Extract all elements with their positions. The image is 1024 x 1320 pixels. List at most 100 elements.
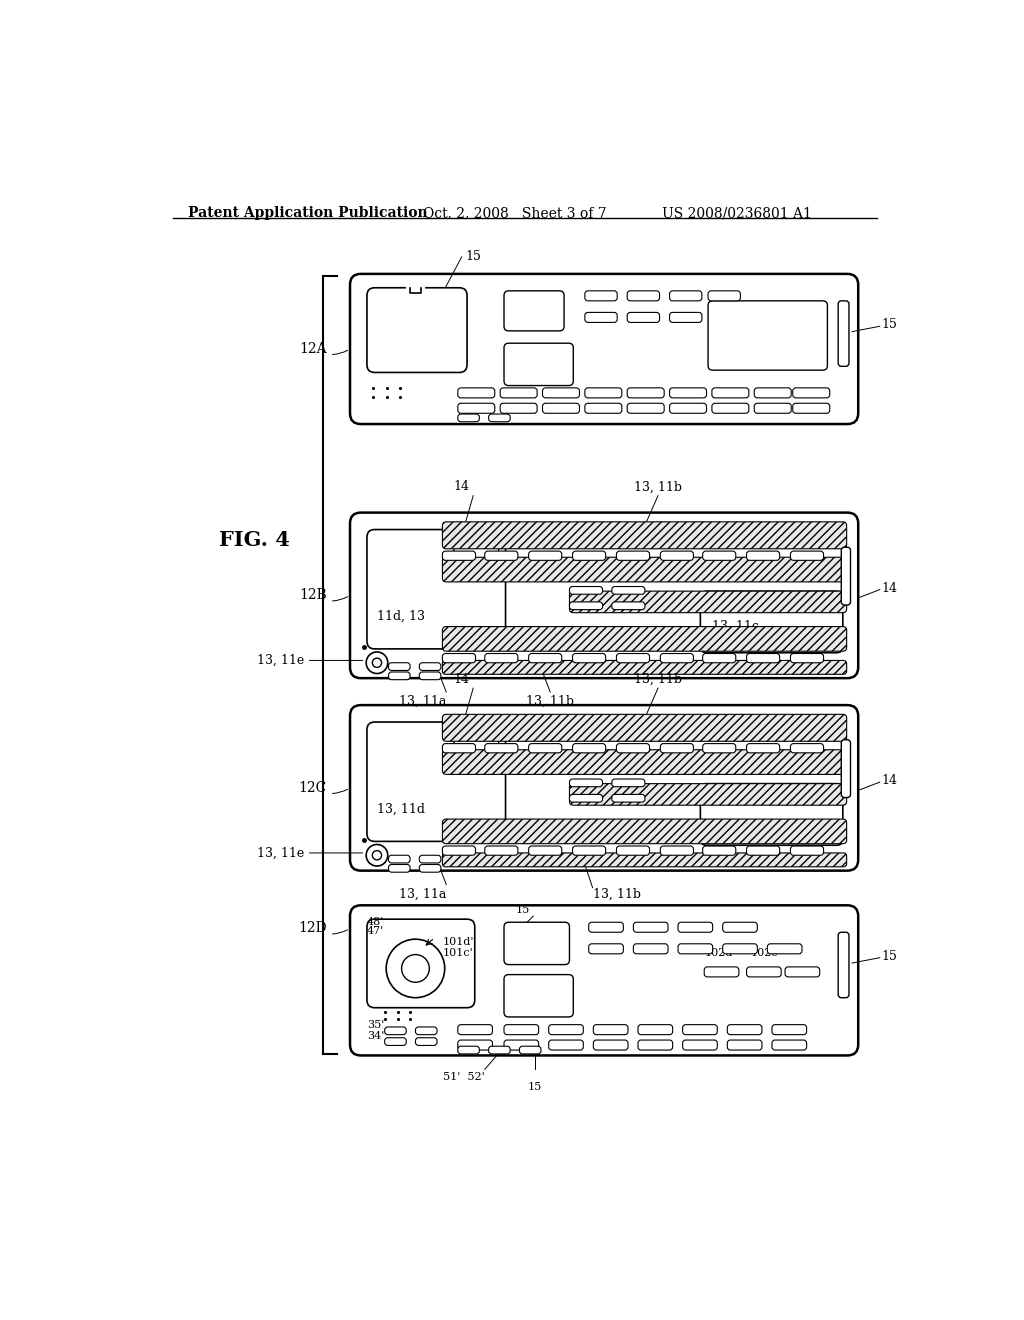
FancyBboxPatch shape bbox=[419, 855, 441, 863]
FancyBboxPatch shape bbox=[504, 974, 573, 1016]
FancyBboxPatch shape bbox=[442, 818, 847, 843]
Circle shape bbox=[373, 850, 382, 859]
FancyBboxPatch shape bbox=[367, 722, 506, 841]
Text: 13, 11a: 13, 11a bbox=[399, 887, 446, 900]
FancyBboxPatch shape bbox=[611, 779, 645, 787]
Text: Patent Application Publication: Patent Application Publication bbox=[188, 206, 428, 220]
FancyBboxPatch shape bbox=[634, 923, 668, 932]
FancyBboxPatch shape bbox=[504, 1024, 539, 1035]
FancyBboxPatch shape bbox=[712, 404, 749, 413]
FancyBboxPatch shape bbox=[569, 784, 847, 805]
FancyBboxPatch shape bbox=[388, 672, 410, 680]
FancyBboxPatch shape bbox=[367, 529, 506, 649]
FancyBboxPatch shape bbox=[746, 966, 781, 977]
FancyBboxPatch shape bbox=[484, 743, 518, 752]
FancyBboxPatch shape bbox=[678, 944, 713, 954]
FancyBboxPatch shape bbox=[442, 750, 847, 775]
Text: 13, 11b: 13, 11b bbox=[634, 673, 682, 686]
Text: 48': 48' bbox=[367, 917, 384, 927]
FancyBboxPatch shape bbox=[388, 663, 410, 671]
FancyBboxPatch shape bbox=[611, 795, 645, 803]
FancyBboxPatch shape bbox=[500, 388, 538, 397]
FancyBboxPatch shape bbox=[785, 966, 819, 977]
Text: 12C: 12C bbox=[299, 781, 347, 795]
Text: 13, 11b: 13, 11b bbox=[526, 696, 574, 708]
FancyBboxPatch shape bbox=[442, 853, 847, 867]
FancyBboxPatch shape bbox=[528, 846, 562, 855]
FancyBboxPatch shape bbox=[367, 919, 475, 1007]
FancyBboxPatch shape bbox=[708, 301, 827, 370]
FancyBboxPatch shape bbox=[458, 1047, 479, 1053]
FancyBboxPatch shape bbox=[585, 388, 622, 397]
FancyBboxPatch shape bbox=[585, 313, 617, 322]
FancyBboxPatch shape bbox=[616, 743, 649, 752]
FancyBboxPatch shape bbox=[458, 1040, 493, 1051]
Text: 15: 15 bbox=[882, 949, 897, 962]
FancyBboxPatch shape bbox=[772, 1024, 807, 1035]
FancyBboxPatch shape bbox=[628, 388, 665, 397]
FancyBboxPatch shape bbox=[670, 388, 707, 397]
FancyBboxPatch shape bbox=[388, 855, 410, 863]
FancyBboxPatch shape bbox=[746, 653, 779, 663]
FancyBboxPatch shape bbox=[746, 552, 779, 561]
FancyBboxPatch shape bbox=[442, 552, 475, 561]
FancyBboxPatch shape bbox=[705, 966, 739, 977]
Text: 13, 11d: 13, 11d bbox=[377, 803, 425, 816]
FancyBboxPatch shape bbox=[628, 290, 659, 301]
FancyBboxPatch shape bbox=[442, 660, 847, 675]
FancyBboxPatch shape bbox=[683, 1040, 717, 1051]
FancyBboxPatch shape bbox=[458, 404, 495, 413]
FancyBboxPatch shape bbox=[572, 743, 605, 752]
FancyBboxPatch shape bbox=[488, 1047, 510, 1053]
FancyBboxPatch shape bbox=[416, 1027, 437, 1035]
FancyBboxPatch shape bbox=[678, 923, 713, 932]
Text: 15: 15 bbox=[516, 904, 530, 915]
FancyBboxPatch shape bbox=[442, 653, 475, 663]
FancyBboxPatch shape bbox=[708, 290, 740, 301]
Circle shape bbox=[373, 659, 382, 668]
FancyBboxPatch shape bbox=[593, 1024, 628, 1035]
FancyBboxPatch shape bbox=[528, 743, 562, 752]
Text: Oct. 2, 2008   Sheet 3 of 7: Oct. 2, 2008 Sheet 3 of 7 bbox=[423, 206, 607, 220]
Text: 13, 11b: 13, 11b bbox=[634, 480, 682, 494]
Text: 13, 11e: 13, 11e bbox=[257, 846, 362, 859]
FancyBboxPatch shape bbox=[419, 663, 441, 671]
FancyBboxPatch shape bbox=[569, 586, 602, 594]
FancyBboxPatch shape bbox=[589, 944, 624, 954]
FancyBboxPatch shape bbox=[611, 586, 645, 594]
FancyBboxPatch shape bbox=[628, 313, 659, 322]
FancyBboxPatch shape bbox=[746, 743, 779, 752]
FancyBboxPatch shape bbox=[419, 672, 441, 680]
FancyBboxPatch shape bbox=[458, 1024, 493, 1035]
FancyBboxPatch shape bbox=[842, 548, 851, 605]
FancyBboxPatch shape bbox=[700, 591, 843, 653]
FancyBboxPatch shape bbox=[791, 743, 823, 752]
FancyBboxPatch shape bbox=[638, 1024, 673, 1035]
FancyBboxPatch shape bbox=[350, 512, 858, 678]
FancyBboxPatch shape bbox=[727, 1040, 762, 1051]
FancyBboxPatch shape bbox=[670, 404, 707, 413]
FancyBboxPatch shape bbox=[385, 1027, 407, 1035]
FancyBboxPatch shape bbox=[572, 552, 605, 561]
Text: 14: 14 bbox=[882, 774, 897, 787]
FancyBboxPatch shape bbox=[660, 653, 693, 663]
FancyBboxPatch shape bbox=[683, 1024, 717, 1035]
FancyBboxPatch shape bbox=[755, 404, 792, 413]
Text: 13, 11e: 13, 11e bbox=[257, 653, 362, 667]
FancyBboxPatch shape bbox=[442, 521, 847, 549]
FancyBboxPatch shape bbox=[458, 414, 479, 422]
FancyBboxPatch shape bbox=[702, 846, 736, 855]
FancyBboxPatch shape bbox=[638, 1040, 673, 1051]
FancyBboxPatch shape bbox=[793, 388, 829, 397]
FancyBboxPatch shape bbox=[611, 602, 645, 610]
FancyBboxPatch shape bbox=[569, 602, 602, 610]
Text: 14: 14 bbox=[454, 480, 470, 494]
Text: 51'  52': 51' 52' bbox=[443, 1072, 484, 1082]
Text: 11d, 13: 11d, 13 bbox=[377, 610, 425, 623]
FancyBboxPatch shape bbox=[367, 288, 467, 372]
FancyBboxPatch shape bbox=[504, 343, 573, 385]
Text: 14: 14 bbox=[454, 673, 470, 686]
FancyBboxPatch shape bbox=[484, 653, 518, 663]
FancyBboxPatch shape bbox=[772, 1040, 807, 1051]
FancyBboxPatch shape bbox=[702, 743, 736, 752]
